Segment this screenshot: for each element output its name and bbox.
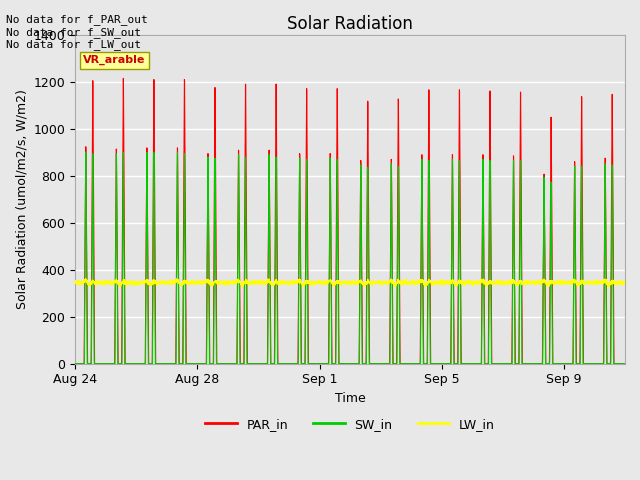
X-axis label: Time: Time — [335, 392, 365, 405]
Y-axis label: Solar Radiation (umol/m2/s, W/m2): Solar Radiation (umol/m2/s, W/m2) — [15, 89, 28, 309]
Text: VR_arable: VR_arable — [83, 55, 145, 65]
Title: Solar Radiation: Solar Radiation — [287, 15, 413, 33]
Legend: PAR_in, SW_in, LW_in: PAR_in, SW_in, LW_in — [200, 413, 500, 436]
Text: No data for f_PAR_out
No data for f_SW_out
No data for f_LW_out: No data for f_PAR_out No data for f_SW_o… — [6, 14, 148, 50]
